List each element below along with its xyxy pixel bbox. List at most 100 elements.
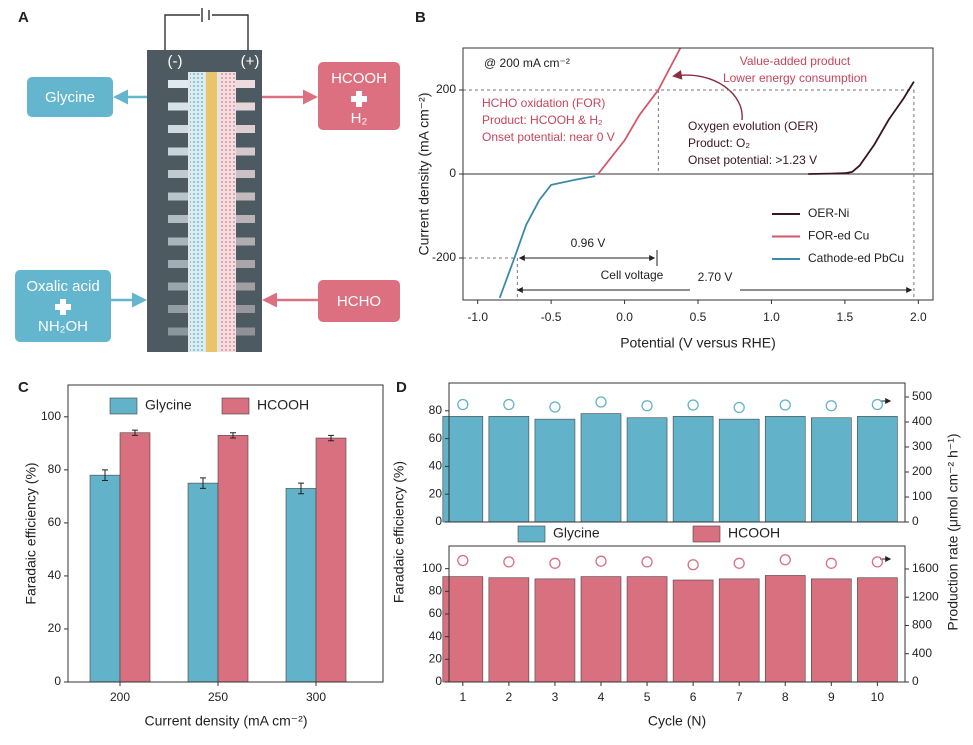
point [687,399,699,411]
finger [236,327,255,336]
plus [351,96,367,102]
bar [488,577,530,683]
panel-label: D [396,379,407,396]
electrode-label: (-) [168,53,183,70]
x-tick-label: 6 [690,690,697,704]
finger [168,170,188,178]
legend-label: HCOOH [257,397,309,413]
error-bar [328,434,334,442]
plot-frame [448,382,906,523]
legend-label: Cathode-ed PbCu [808,251,904,265]
bar [534,418,576,523]
bar [811,578,852,683]
y-tick-label: 0 [435,674,442,688]
x-tick-label: 2.0 [910,310,927,324]
x-tick-label: 250 [208,690,228,704]
error-bar [298,482,304,495]
product-label: HCOOH [331,70,387,87]
finger [168,80,188,88]
point [595,555,607,567]
point [457,554,469,567]
legend-label: Glycine [553,525,600,541]
bar [718,418,760,523]
annotation: Onset potential: >1.23 V [688,153,817,167]
bar [488,416,530,523]
x-tick-label: 300 [306,690,326,704]
x-tick-label: 3 [552,690,559,704]
bar [857,416,898,523]
annotation: Product: O₂ [688,136,750,150]
x-tick-label: 7 [736,690,743,704]
x-tick-label: -0.5 [541,310,562,324]
y-axis-label: Current density (mA cm⁻²) [416,93,432,256]
y-tick-label: 40 [429,459,443,473]
cathode-layer [190,72,205,352]
y-tick-label: 100 [422,561,442,575]
y-tick-label: 40 [48,568,62,582]
finger [236,215,255,223]
panel-label: C [18,379,29,396]
panel-a: A (-) (+) Glycine Oxalic acid NH₂OH HCOO… [15,8,400,352]
annotation: Product: HCOOH & H₂ [482,113,603,127]
legend-swatch [517,525,546,543]
panel-label: A [18,9,29,26]
y-tick-label: 1600 [912,561,939,575]
bar [217,435,249,683]
annotation: 2.70 V [698,270,733,284]
finger [236,102,255,111]
bar [626,417,668,523]
bar [764,416,806,523]
bar [672,579,714,683]
finger [236,125,255,133]
feed-label: HCHO [337,293,381,310]
finger [236,147,255,156]
panel-label: B [415,9,426,26]
bar [811,417,852,523]
y-tick-label: 60 [429,606,443,620]
annotation: @ 200 mA cm⁻² [484,56,570,70]
point [503,398,515,411]
finger [236,305,255,313]
finger [236,282,255,291]
bar [626,576,668,683]
product-box [27,77,113,117]
bar [857,577,898,683]
bar [764,575,806,683]
x-tick-label: 9 [828,690,835,704]
bar [187,482,219,683]
x-tick-label: 0.0 [616,310,633,324]
bar [580,413,622,523]
error-bar [200,477,206,489]
point [503,556,515,568]
y-tick-label: 800 [912,618,932,632]
legend-label: OER-Ni [808,206,849,220]
membrane [206,72,217,352]
y-tick-label: 20 [48,621,62,635]
annotation: 0.96 V [571,236,606,250]
bar [672,416,714,523]
y-axis-label: Faradaic efficiency (%) [391,461,407,603]
finger [168,282,188,291]
finger [236,237,255,246]
x-tick-label: 4 [598,690,605,704]
point [595,396,607,408]
y-tick-label: 200 [912,464,932,478]
electrode-label: (+) [241,53,260,70]
y-tick-label: 400 [912,646,932,660]
y-tick-label: 200 [436,82,456,96]
y-tick-label: -200 [432,250,456,264]
curve [498,175,596,299]
y-tick-label: 100 [912,489,932,503]
finger [168,215,188,223]
x-tick-label: 1.5 [837,310,854,324]
finger [236,80,255,88]
annotation: Value-added product [740,54,851,68]
error-bar [102,469,108,481]
point [641,556,653,568]
y-tick-label: 20 [429,652,443,666]
y-tick-label: 60 [429,431,443,445]
product-label: H₂ [351,110,368,127]
bar [534,578,576,683]
point [549,401,561,413]
annotation: Lower energy consumption [723,71,867,85]
